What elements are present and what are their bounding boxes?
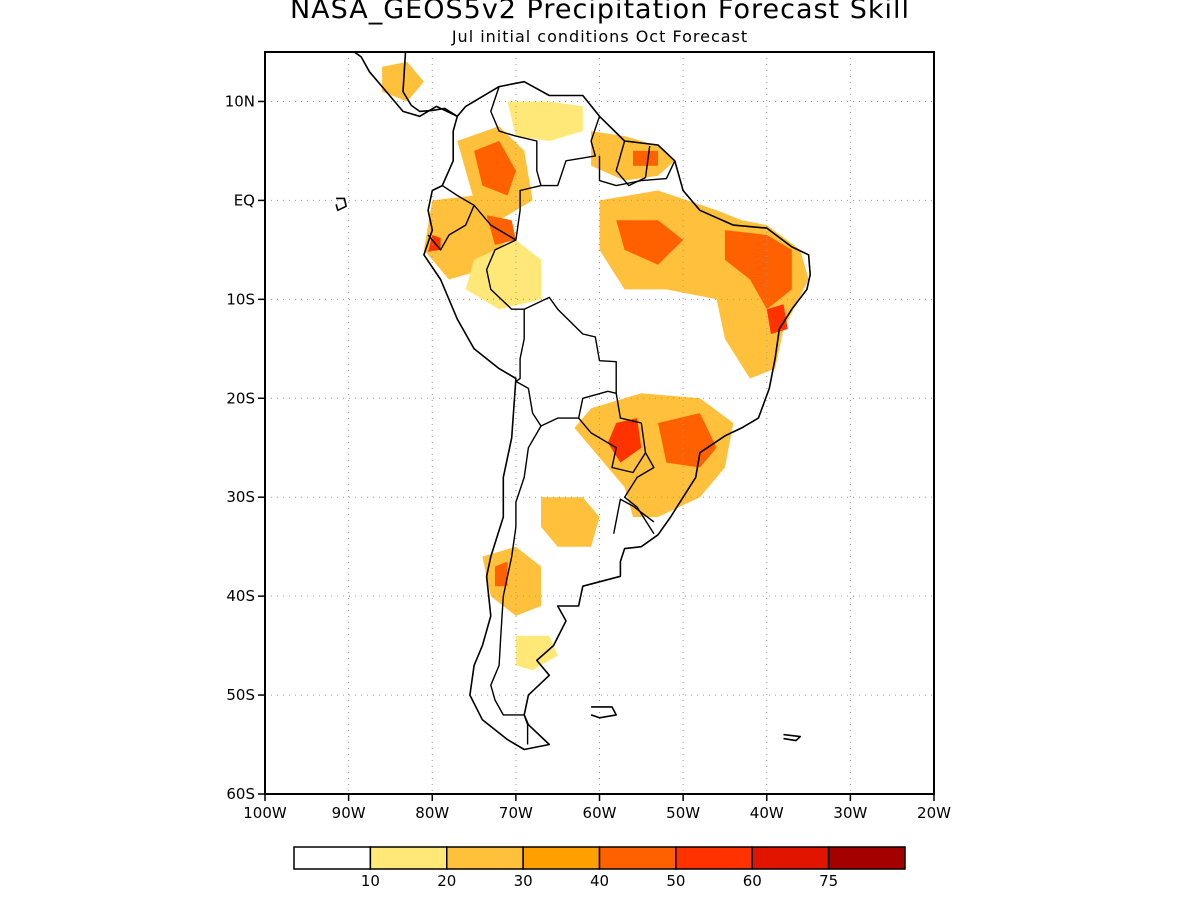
colorbar-swatch <box>598 846 677 870</box>
colorbar-label: 60 <box>743 872 762 890</box>
colorbar-label: 50 <box>666 872 685 890</box>
colorbar-label: 40 <box>590 872 609 890</box>
skill-region-colombia-core <box>474 141 516 196</box>
skill-region-chile-core <box>495 561 508 587</box>
gridlines <box>265 52 934 794</box>
y-tick-label: 20S <box>226 389 255 407</box>
skill-region-bahia-core <box>766 304 788 334</box>
x-tick-label: 70W <box>499 804 533 822</box>
y-tick-label: 30S <box>226 488 255 506</box>
skill-region-argentina-center <box>541 497 600 547</box>
x-tick-label: 100W <box>243 804 287 822</box>
x-tick-label: 90W <box>332 804 366 822</box>
border-colombia-brazil-peru <box>441 184 542 241</box>
y-tick-label: 10N <box>225 92 255 110</box>
colorbar: 10 20 30 40 50 60 75 <box>293 846 906 890</box>
skill-region-peru-amazon <box>465 240 541 310</box>
y-tick-label: 40S <box>226 587 255 605</box>
x-tick-label: 60W <box>583 804 617 822</box>
skill-region-peru-border <box>486 215 516 245</box>
skill-region-guianas <box>591 131 675 181</box>
colorbar-swatch <box>369 846 448 870</box>
border-paraguay-argentina <box>578 417 647 474</box>
colorbar-swatch <box>522 846 601 870</box>
colorbar-label: 30 <box>514 872 533 890</box>
skill-region-surinam-core <box>633 150 658 166</box>
border-uruguay <box>613 498 655 534</box>
coastline-south-georgia <box>783 733 802 742</box>
border-guyana-suriname <box>615 140 651 187</box>
border-peru-brazil-bolivia <box>485 239 655 535</box>
coastline-galapagos <box>335 197 347 212</box>
skill-region-venezuela-north <box>507 101 583 141</box>
skill-region-north-brazil-core <box>616 220 684 265</box>
border-chile-argentina <box>490 425 542 745</box>
colorbar-label: 75 <box>819 872 838 890</box>
border-brazil-guianas <box>598 155 676 187</box>
colorbar-label: 20 <box>437 872 456 890</box>
colorbar-swatch <box>827 846 906 870</box>
coastline-south-america-coast <box>423 80 812 751</box>
x-tick-label: 80W <box>415 804 449 822</box>
skill-region-northeast-brazil-core <box>724 230 792 310</box>
y-tick-label: 10S <box>226 290 255 308</box>
x-tick-label: 20W <box>917 804 951 822</box>
colorbar-swatch <box>675 846 753 870</box>
colorbar-swatch <box>446 846 524 870</box>
border-ecuador-peru <box>427 205 475 251</box>
x-tick-label: 30W <box>833 804 867 822</box>
skill-region-paraguay-core <box>607 418 642 463</box>
border-peru-bolivia-chile <box>515 309 617 427</box>
skill-shading-layer <box>382 61 809 671</box>
colorbar-swatch <box>751 846 830 870</box>
skill-region-sao-paulo-core <box>658 413 717 468</box>
map-subtitle: Jul initial conditions Oct Forecast <box>451 27 749 46</box>
map-title: NASA_GEOS5v2 Precipitation Forecast Skil… <box>289 0 911 25</box>
colorbar-label: 10 <box>361 872 380 890</box>
coastline-central-america-north <box>402 52 458 117</box>
y-tick-label: 50S <box>226 686 255 704</box>
coastline-falklands <box>590 706 618 719</box>
border-colombia-venezuela <box>490 86 542 186</box>
colorbar-swatch <box>293 846 372 870</box>
border-venezuela-guyana <box>541 116 601 187</box>
y-tick-label: 60S <box>226 785 255 803</box>
x-tick-label: 40W <box>750 804 784 822</box>
coastlines-and-borders <box>335 52 812 751</box>
x-tick-label: 50W <box>666 804 700 822</box>
y-tick-label: EQ <box>234 191 255 209</box>
coastline-central-america <box>352 52 458 118</box>
skill-region-patagonia <box>515 635 558 671</box>
skill-region-chile-south <box>482 546 541 616</box>
